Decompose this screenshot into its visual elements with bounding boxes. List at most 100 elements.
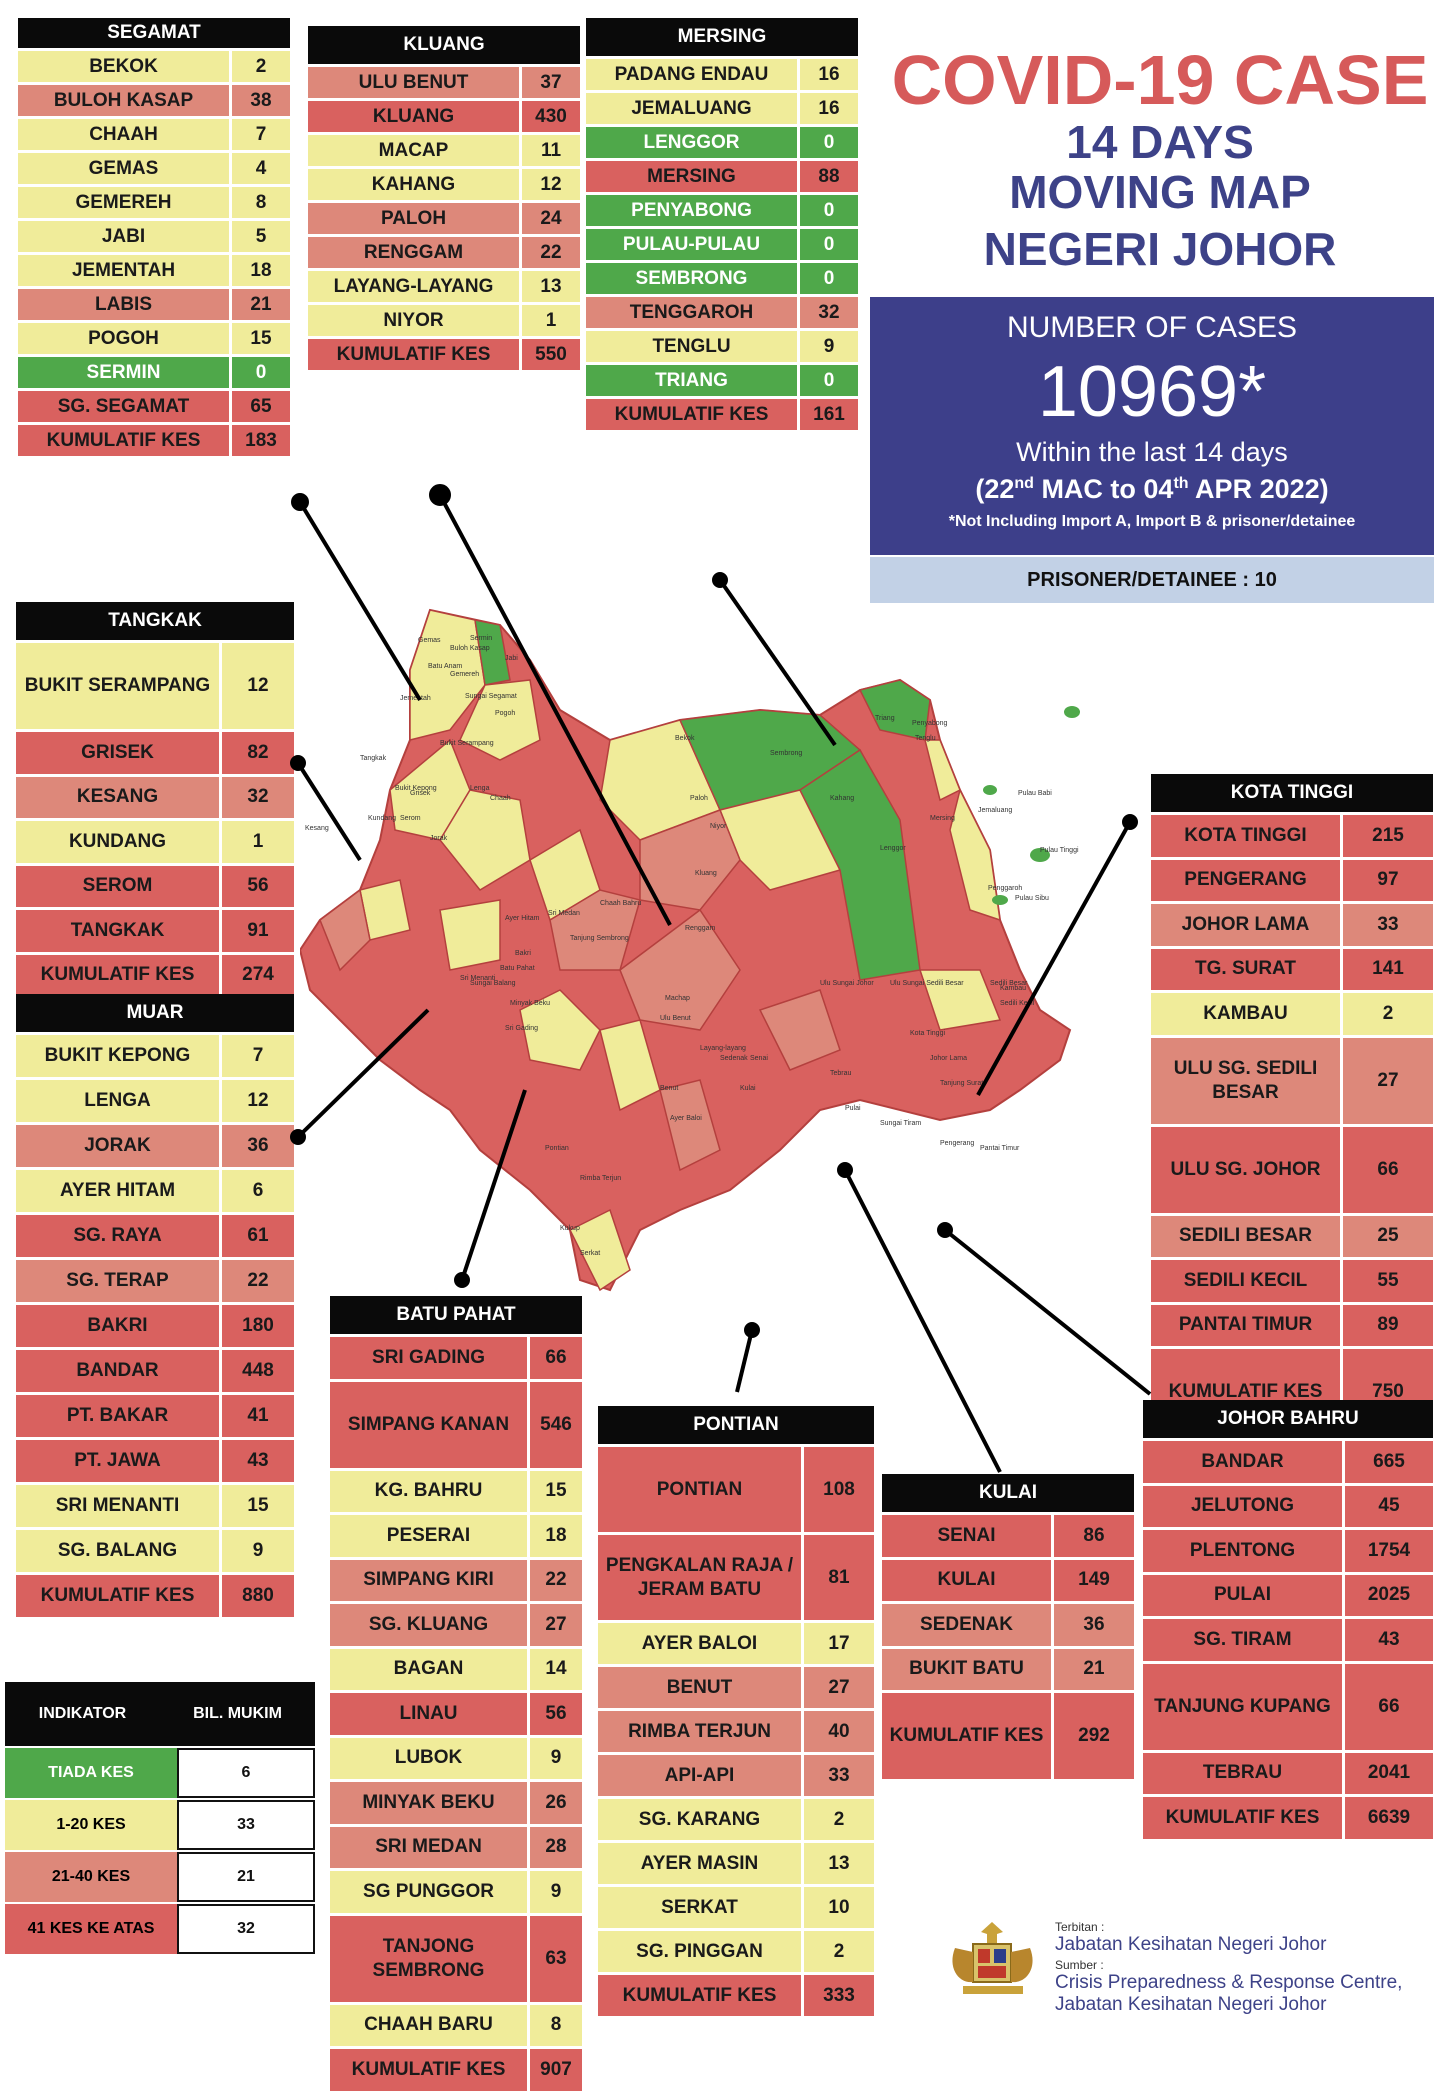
indicator-row: 1-20 KES 33 [5,1800,315,1850]
mukim-row: BANDAR 665 [1143,1441,1433,1483]
mukim-row: BANDAR 448 [16,1350,294,1392]
mukim-map-label: Jementah [400,695,431,702]
mukim-name: KAHANG [371,173,456,195]
mukim-map-label: Mersing [930,815,955,822]
case-count: 25 [1340,1215,1433,1257]
coat-of-arms-logo [952,1922,1033,1994]
mukim-row: SRI MENANTI 15 [16,1485,294,1527]
mukim-name: MINYAK BEKU [362,1791,495,1813]
mukim-map-label: Batu Pahat [500,965,535,972]
mukim-map-label: Lenggor [880,845,906,852]
mukim-map-label: Sungai Balang [470,980,516,987]
mukim-map-label: Sungai Segamat [465,693,517,700]
mukim-map-label: Tanjung Surat [940,1080,983,1087]
case-count: 215 [1340,815,1433,857]
case-count: 183 [229,425,290,456]
mukim-row: JEMALUANG 16 [586,93,858,124]
case-count: 880 [219,1575,294,1617]
mukim-row: TRIANG 0 [586,365,858,396]
mukim-row: SRI MEDAN 28 [330,1826,582,1868]
mukim-name: KUNDANG [68,830,167,852]
mukim-name: MACAP [378,139,449,161]
mukim-name: KUMULATIF KES [1168,1381,1323,1403]
case-count: 81 [801,1535,874,1620]
case-count: 32 [219,776,294,818]
mukim-name: GRISEK [81,741,154,763]
case-count: 430 [519,101,580,132]
map-labels: Gemas Buloh Kasap Sermin Jabi Batu AnamGemer… [305,635,1079,1257]
map-regions [300,608,1080,1292]
mukim-row: SIMPANG KANAN 546 [330,1381,582,1468]
mukim-map-label: Pulau Sibu [1015,895,1049,902]
mukim-name: SG. KARANG [638,1808,761,1830]
cumulative-row: KUMULATIF KES 183 [18,425,290,456]
mukim-map-label: Batu Anam [428,663,462,670]
indicator-count: 33 [177,1800,315,1850]
mukim-map-label: Sri Menanti [460,975,496,982]
mukim-name: SG. TERAP [66,1270,169,1292]
case-count: 8 [527,2004,582,2046]
district-header: BATU PAHAT [330,1296,582,1334]
mukim-map-label: Bukit Serampang [440,740,494,747]
mukim-row: TANGKAK 91 [16,910,294,952]
case-count: 5 [229,221,290,252]
mukim-name: LENGA [84,1090,151,1112]
case-count: 66 [1340,1126,1433,1213]
mukim-map-label: Kundang [368,815,396,822]
case-count: 7 [219,1035,294,1077]
mukim-row: NIYOR 1 [308,305,580,336]
mukim-row: CHAAH 7 [18,119,290,150]
panel-mersing: MERSING PADANG ENDAU 16 JEMALUANG 16 LENGGOR 0… [586,18,858,430]
case-count: 108 [801,1447,874,1532]
cumulative-row: KUMULATIF KES 333 [598,1975,874,2016]
mukim-name: TENGGAROH [629,301,754,323]
district-header: MUAR [16,994,294,1032]
mukim-map-label: Gemereh [450,671,479,678]
mukim-row: RIMBA TERJUN 40 [598,1711,874,1752]
mukim-map-label: Grisek [410,790,431,797]
mukim-row: BUKIT BATU 21 [882,1648,1134,1690]
case-count: 274 [219,954,294,996]
case-count: 6639 [1342,1797,1433,1839]
mukim-name: PENGERANG [1184,869,1307,891]
mukim-name: CHAAH BARU [364,2014,493,2036]
case-count: 292 [1051,1693,1134,1779]
mukim-name: PALOH [380,207,447,229]
mukim-row: PT. BAKAR 41 [16,1395,294,1437]
mukim-name: SEMBRONG [635,267,748,289]
mukim-row: API-API 33 [598,1755,874,1796]
mukim-row: PENYABONG 0 [586,195,858,226]
mukim-row: JORAK 36 [16,1125,294,1167]
publisher-name: Jabatan Kesihatan Negeri Johor [1055,1934,1327,1955]
mukim-name: KAMBAU [1203,1002,1288,1024]
mukim-row: KUNDANG 1 [16,821,294,863]
title-line4: NEGERI JOHOR [983,223,1337,275]
indicator-range: 21-40 KES [5,1852,177,1902]
mukim-row: KLUANG 430 [308,101,580,132]
case-count: 546 [527,1381,582,1468]
case-count: 9 [797,331,858,362]
case-count: 40 [801,1711,874,1752]
mukim-name: KG. BAHRU [374,1480,483,1502]
case-count: 61 [219,1215,294,1257]
mukim-name: BANDAR [76,1360,159,1382]
mukim-name: SEDILI KECIL [1183,1269,1308,1291]
mukim-row: TENGGAROH 32 [586,297,858,328]
mukim-row: JELUTONG 45 [1143,1485,1433,1527]
mukim-name: POGOH [88,327,159,349]
publisher-label: Terbitan : [1055,1920,1105,1934]
mukim-row: AYER HITAM 6 [16,1170,294,1212]
indicator-header: INDIKATOR BIL. MUKIM [5,1682,315,1746]
mukim-name: KUMULATIF KES [40,964,195,986]
mukim-map-label: Kukup [560,1225,580,1232]
mukim-map-label: Renggam [685,925,716,932]
mukim-row: PLENTONG 1754 [1143,1530,1433,1572]
mukim-name: PESERAI [386,1524,471,1546]
mukim-map-label: Chaah [490,795,511,802]
mukim-map-label: Senai [750,1055,768,1062]
mukim-map-label: Jemaluang [978,807,1012,814]
mukim-row: ULU SG. JOHOR 66 [1151,1126,1433,1213]
mukim-name: SRI GADING [372,1346,485,1368]
period-label: Within the last 14 days [1016,437,1288,467]
mukim-name: SG. PINGGAN [636,1940,763,1962]
